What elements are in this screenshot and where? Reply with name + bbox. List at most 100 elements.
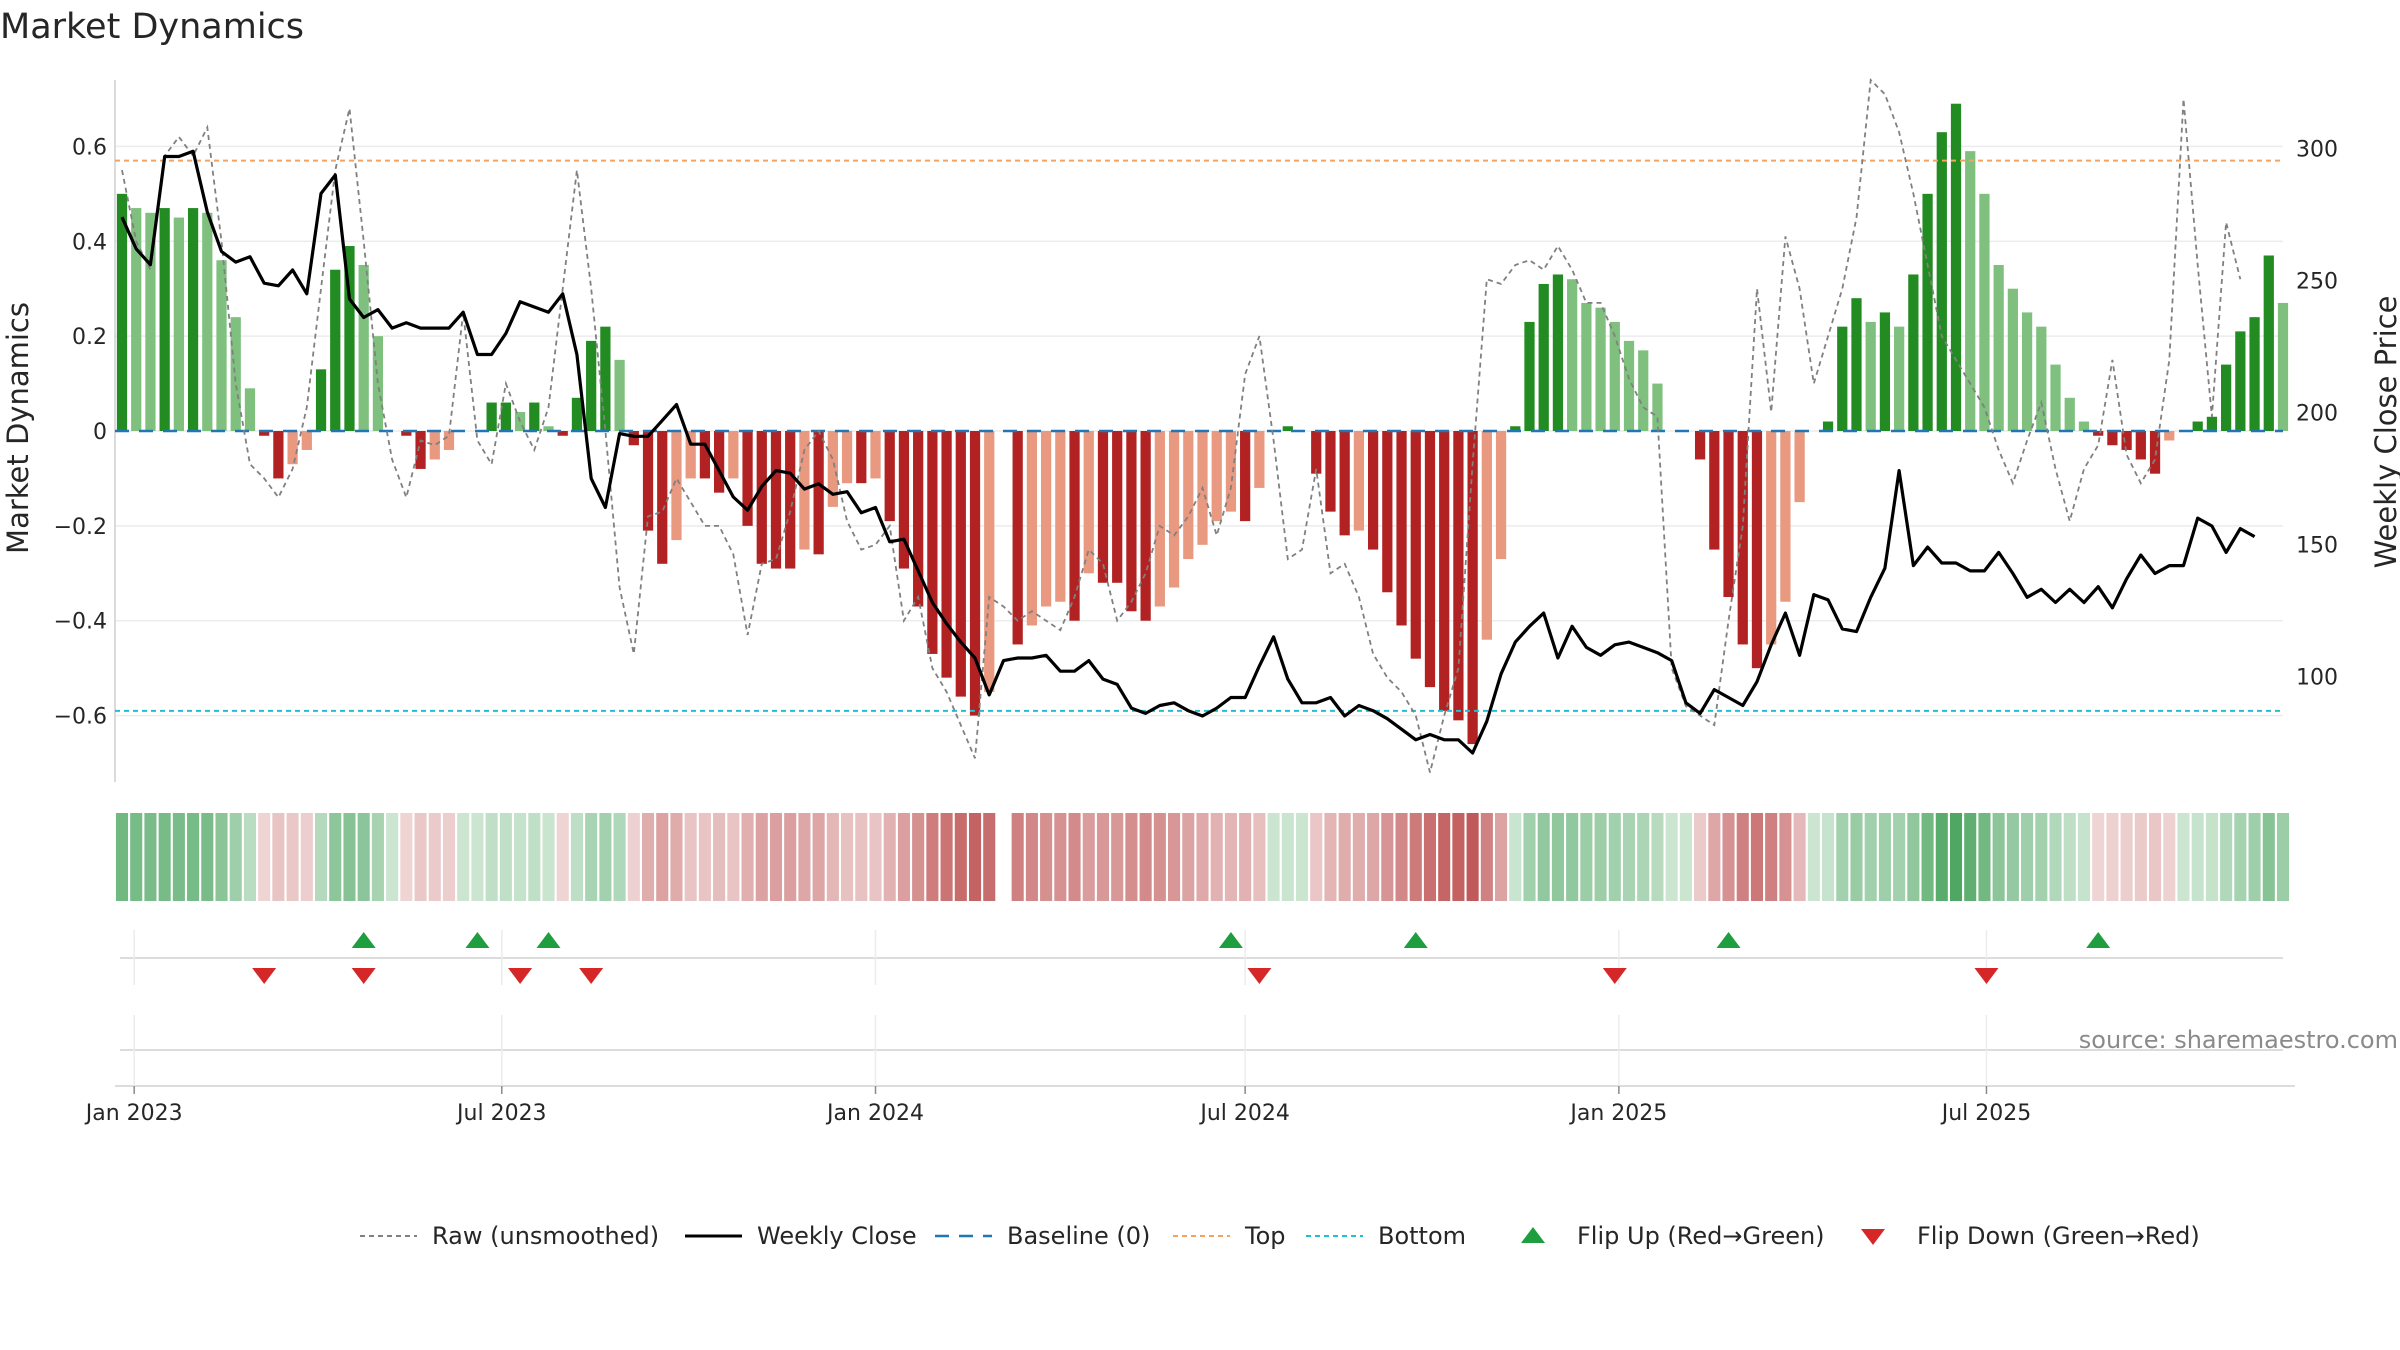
y2-tick-label: 250 <box>2296 270 2338 295</box>
heat-cell <box>784 813 797 901</box>
heat-cell <box>1224 813 1237 901</box>
heat-cell <box>172 813 185 901</box>
dynamics-bar <box>1240 431 1251 522</box>
flip-down-marker <box>351 968 376 984</box>
heat-cell <box>158 813 171 901</box>
dynamics-bar <box>2221 364 2232 431</box>
heat-cell <box>2063 813 2076 901</box>
dynamics-bar <box>1026 431 1038 626</box>
heat-cell <box>471 813 484 901</box>
heat-cell <box>1324 813 1337 901</box>
dynamics-bars <box>116 103 2289 745</box>
heat-cell <box>755 813 768 901</box>
dynamics-bar <box>2093 431 2104 436</box>
x-tick-label: Jan 2024 <box>825 1101 924 1126</box>
y2-tick-label: 100 <box>2296 665 2338 690</box>
heat-cell <box>2234 813 2247 901</box>
weekly-close-line <box>120 149 2256 755</box>
dynamics-bar <box>1865 321 1876 431</box>
heat-cell <box>201 813 214 901</box>
dynamics-bar <box>856 431 867 484</box>
dynamics-bar <box>216 260 227 431</box>
heat-cell <box>1921 813 1934 901</box>
heat-cell <box>2149 813 2162 901</box>
x-tick-label: Jan 2023 <box>84 1101 183 1126</box>
dynamics-bar <box>1225 431 1237 512</box>
dynamics-bar <box>187 208 199 431</box>
dynamics-bar <box>372 336 384 431</box>
legend-label: Top <box>1244 1222 1286 1250</box>
heat-cell <box>1679 813 1692 901</box>
dynamics-bar <box>1353 431 1365 531</box>
heat-cell <box>841 813 854 901</box>
x-tick-label: Jul 2023 <box>455 1101 547 1126</box>
dynamics-bar <box>600 326 611 431</box>
dynamics-bar <box>742 431 753 526</box>
dynamics-bar <box>1424 431 1436 688</box>
heat-cell <box>1949 813 1963 901</box>
dynamics-bar <box>1055 431 1066 602</box>
dynamics-bar <box>1382 431 1393 593</box>
flip-down-marker <box>1602 968 1627 984</box>
heat-cell <box>1054 813 1067 901</box>
flip-down-marker <box>579 968 604 984</box>
dynamics-bar <box>1524 321 1535 431</box>
heat-cell <box>300 813 313 901</box>
heat-cell <box>2262 813 2275 901</box>
dynamics-bar <box>1936 132 1947 432</box>
dynamics-bar <box>1040 431 1052 607</box>
dynamics-bar <box>1538 283 1549 431</box>
dynamics-bar <box>415 431 426 469</box>
reference-lines <box>115 159 2283 712</box>
heat-cell <box>1367 813 1380 901</box>
heat-cell <box>1153 813 1166 901</box>
heat-cell <box>130 813 143 901</box>
dynamics-bar <box>827 431 838 507</box>
heat-cell <box>1651 813 1664 901</box>
legend-item: Bottom <box>1306 1222 1466 1250</box>
heat-cell <box>1736 813 1749 901</box>
legend-label: Bottom <box>1378 1222 1466 1250</box>
heat-cell <box>528 813 541 901</box>
flip-up-marker <box>465 932 490 948</box>
heat-cell <box>1822 813 1835 901</box>
x-axis: Jan 2023 Jul 2023 Jan 2024 Jul 2024 Jan 2025… <box>84 1015 2295 1126</box>
heat-cell <box>1964 813 1977 901</box>
y-tick-label: −0.2 <box>54 515 107 540</box>
heat-cell <box>357 813 370 901</box>
heat-cell <box>386 813 399 901</box>
heat-cell <box>1168 813 1181 901</box>
dynamics-bar <box>173 217 184 431</box>
heat-cell <box>414 813 427 901</box>
legend-label: Flip Down (Green→Red) <box>1917 1222 2200 1250</box>
dynamics-bar <box>1254 431 1265 488</box>
heat-cell <box>1608 813 1621 901</box>
heat-cell <box>1310 813 1323 901</box>
heat-cell <box>1381 813 1394 901</box>
dynamics-bar <box>2050 364 2061 431</box>
y-tick-label: 0.4 <box>72 230 107 255</box>
heat-cell <box>499 813 512 901</box>
dynamics-bar <box>1623 340 1635 431</box>
dynamics-bar <box>344 246 355 431</box>
heat-cell <box>371 813 384 901</box>
flip-up-marker <box>1716 932 1741 948</box>
heat-cell <box>1523 813 1536 901</box>
flip-down-marker <box>1974 968 1999 984</box>
heat-cell <box>1196 813 1209 901</box>
heat-cell <box>570 813 583 901</box>
heat-cell <box>2106 813 2119 901</box>
heat-cell <box>1594 813 1607 901</box>
dynamics-bar <box>2036 326 2047 431</box>
heat-cell <box>585 813 598 901</box>
heat-cell <box>1253 813 1266 901</box>
dynamics-bar <box>1652 383 1663 431</box>
heat-cell <box>1480 813 1493 901</box>
legend-item: Top <box>1173 1222 1286 1250</box>
dynamics-bar <box>1723 431 1734 598</box>
heat-cell <box>2276 813 2290 901</box>
y-axis-label: Market Dynamics <box>1 302 35 554</box>
dynamics-bar <box>756 431 767 564</box>
heat-cell <box>1722 813 1735 901</box>
dynamics-bar <box>1069 431 1080 621</box>
